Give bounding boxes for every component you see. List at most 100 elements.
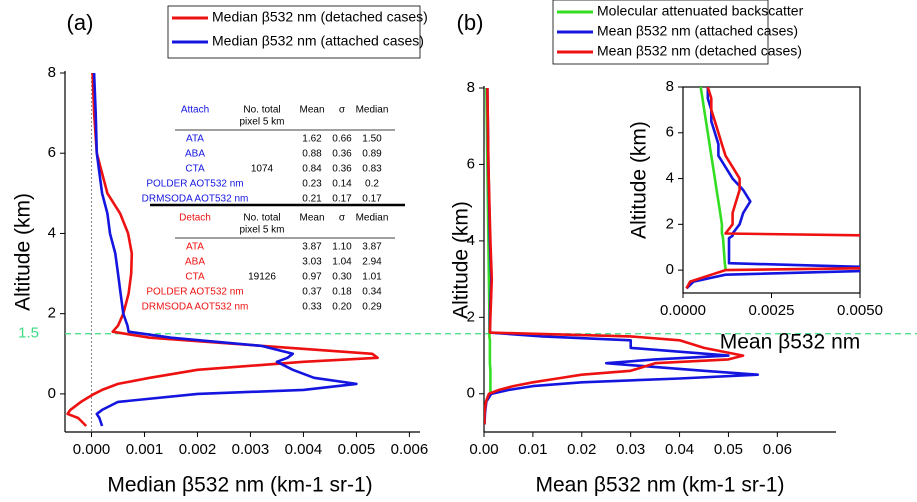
table-total: 19126: [248, 272, 276, 283]
x-tick-label: 0.003: [232, 441, 270, 458]
legend-label: Mean β532 nm (detached cases): [597, 43, 802, 59]
x-tick-label: 0.04: [665, 441, 694, 458]
table-cell: 0.37: [302, 287, 322, 298]
inset-frame: [682, 86, 861, 294]
profile-line: [485, 87, 492, 394]
table-cell: 0.66: [332, 134, 352, 145]
table-cell: 0.17: [332, 194, 352, 205]
table-cell: ABA: [185, 149, 205, 160]
y-tick-label: 0: [48, 385, 56, 402]
table-cell: 0.33: [302, 302, 322, 313]
table-cell: ABA: [185, 257, 205, 268]
x-tick-label: 0.02: [567, 441, 596, 458]
y-tick-label: 4: [666, 170, 674, 187]
table-cell: 1.10: [332, 242, 352, 253]
x-tick-label: 0.000: [73, 441, 111, 458]
x-axis-title: Mean β532 nm (km-1 sr-1): [536, 474, 785, 497]
profile-line: [685, 87, 860, 290]
table-total: 1074: [251, 164, 274, 175]
legend-label: Median β532 nm (attached cases): [212, 33, 424, 49]
table-cell: 2.94: [362, 257, 382, 268]
table-header: No. total: [243, 213, 280, 224]
y-tick-label: 8: [48, 64, 56, 81]
y-tick-label: 2: [666, 215, 674, 232]
legend-label: Molecular attenuated backscatter: [597, 3, 804, 19]
table-cell: 1.62: [302, 134, 322, 145]
table-cell: 0.20: [332, 302, 352, 313]
y-tick-label: 6: [467, 155, 475, 172]
panel-label: (a): [67, 10, 94, 35]
table-cell: 3.87: [362, 242, 382, 253]
table-cell: POLDER AOT532 nm: [146, 287, 243, 298]
profile-line: [92, 72, 358, 427]
profile-line: [685, 87, 860, 290]
table-cell: 0.97: [302, 272, 322, 283]
table-header: Median: [356, 105, 389, 116]
y-tick-label: 0: [666, 261, 674, 278]
table-cell: DRMSODA AOT532 nm: [142, 302, 249, 313]
x-tick-label: 0.01: [518, 441, 547, 458]
x-tick-label: 0.0025: [749, 302, 795, 319]
y-axis-title: Altitude (km): [628, 121, 651, 239]
x-tick-label: 0.002: [179, 441, 217, 458]
table-cell: 0.18: [332, 287, 352, 298]
table-cell: 0.34: [362, 287, 382, 298]
series-group: [484, 87, 760, 425]
table-header: No. total: [243, 105, 280, 116]
table-cell: 0.83: [362, 164, 382, 175]
table-cell: 0.30: [332, 272, 352, 283]
x-tick-label: 0.004: [285, 441, 323, 458]
profile-line: [484, 87, 745, 425]
x-tick-label: 0.00: [469, 441, 498, 458]
series-group: [66, 72, 379, 427]
table-header: σ: [339, 213, 346, 224]
y-tick-label: 2: [467, 308, 475, 325]
y-tick-label: 2: [48, 305, 56, 322]
legend-label: Median β532 nm (detached cases): [212, 9, 428, 25]
y-tick-label: 4: [48, 224, 56, 241]
x-tick-label: 0.05: [714, 441, 743, 458]
table-cell: 1.50: [362, 134, 382, 145]
table-cell: 0.2: [365, 179, 379, 190]
table-title: Detach: [179, 213, 211, 224]
table-cell: ATA: [186, 134, 204, 145]
table-header: pixel 5 km: [239, 117, 284, 128]
y-tick-label: 6: [666, 124, 674, 141]
table-cell: CTA: [185, 164, 205, 175]
table-header: σ: [339, 105, 346, 116]
table-cell: 1.01: [362, 272, 382, 283]
x-tick-label: 0.0050: [837, 302, 883, 319]
x-axis-title: Mean β532 nm: [720, 331, 861, 354]
table-title: Attach: [181, 105, 209, 116]
reference-label: 1.5: [18, 325, 39, 342]
y-axis-title: Altitude (km): [12, 193, 35, 311]
legend-box: [167, 5, 421, 59]
table-cell: 0.36: [332, 164, 352, 175]
table-cell: 1.04: [332, 257, 352, 268]
x-tick-label: 0.0000: [660, 302, 706, 319]
table-cell: 3.03: [302, 257, 322, 268]
table-cell: POLDER AOT532 nm: [146, 179, 243, 190]
x-tick-label: 0.06: [763, 441, 792, 458]
table-header: Mean: [299, 105, 324, 116]
x-tick-label: 0.001: [126, 441, 164, 458]
table-header: Mean: [299, 213, 324, 224]
table-cell: DRMSODA AOT532 nm: [142, 194, 249, 205]
panel-label: (b): [457, 10, 484, 35]
table-header: Median: [356, 213, 389, 224]
y-tick-label: 4: [467, 232, 475, 249]
table-header: pixel 5 km: [239, 225, 284, 236]
y-tick-label: 6: [48, 144, 56, 161]
table-cell: 0.36: [332, 149, 352, 160]
table-cell: 0.89: [362, 149, 382, 160]
table-cell: 0.29: [362, 302, 382, 313]
x-tick-label: 0.006: [391, 441, 429, 458]
y-axis-title: Altitude (km): [450, 201, 473, 319]
table-cell: 0.14: [332, 179, 352, 190]
x-tick-label: 0.03: [616, 441, 645, 458]
table-cell: 0.23: [302, 179, 322, 190]
profile-line: [699, 87, 727, 271]
x-axis-title: Median β532 nm (km-1 sr-1): [107, 474, 372, 497]
y-tick-label: 0: [467, 385, 475, 402]
